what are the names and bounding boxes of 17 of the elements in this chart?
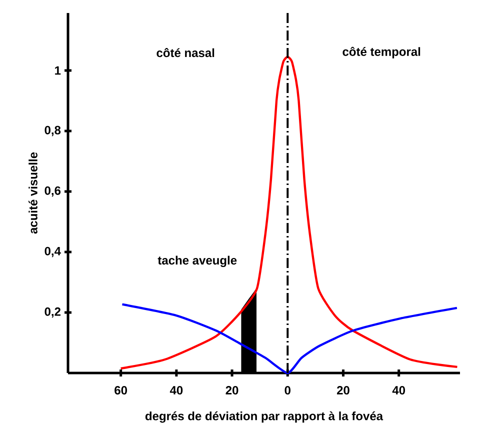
annotation: tache aveugle: [158, 256, 237, 268]
x-axis-title: degrés de déviation par rapport à la fovéa: [145, 411, 384, 423]
line-series: [121, 303, 458, 374]
annotation: côté temporal: [342, 46, 420, 58]
y-axis-title: acuité visuelle: [28, 152, 38, 234]
annotation: côté nasal: [156, 48, 214, 58]
x-tick-label: 40: [392, 386, 406, 395]
y-tick-label: 0,8: [44, 126, 61, 136]
y-tick-label: 0,2: [44, 307, 60, 318]
y-tick-label: 1: [55, 66, 61, 75]
x-tick-label: 20: [226, 386, 238, 395]
y-tick-label: 0,4: [44, 246, 61, 258]
y-tick-label: 0,6: [44, 186, 61, 197]
x-tick-label: 0: [284, 386, 290, 395]
x-tick-label: 60: [114, 386, 127, 395]
x-tick-label: 40: [170, 386, 183, 395]
x-tick-label: 20: [336, 386, 350, 395]
